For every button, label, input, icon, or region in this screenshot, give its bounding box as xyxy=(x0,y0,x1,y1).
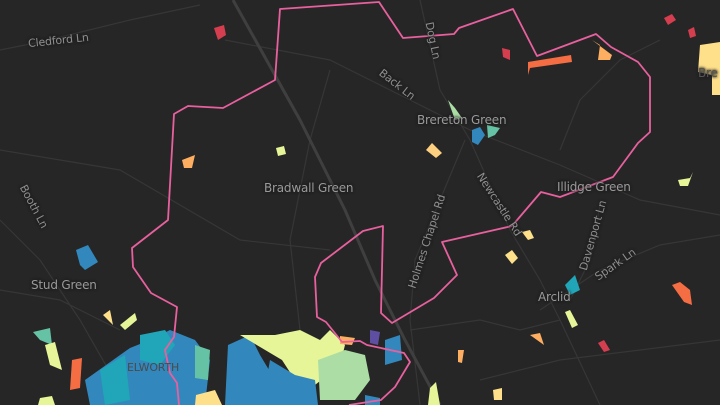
label-elworth: ELWORTH xyxy=(127,361,180,374)
road-holmes-chapel-rd xyxy=(409,139,466,405)
parcel xyxy=(103,310,113,325)
road-cledford-ln xyxy=(0,4,201,51)
parcel xyxy=(318,350,370,400)
parcel xyxy=(448,100,462,120)
parcel xyxy=(522,230,534,240)
road-minor xyxy=(479,339,720,381)
railway-line xyxy=(231,0,442,405)
parcel xyxy=(100,355,130,405)
parcel xyxy=(592,40,612,60)
parcel xyxy=(214,25,226,40)
road-booth-ln xyxy=(0,219,121,391)
label-brereton-partial: Bre xyxy=(698,66,718,80)
road-back-ln xyxy=(224,39,720,216)
parcel xyxy=(262,360,318,405)
parcel xyxy=(528,55,572,75)
label-arclid: Arclid xyxy=(538,290,571,304)
parcel xyxy=(45,342,62,370)
parcel xyxy=(530,333,544,345)
parcel xyxy=(472,127,485,145)
road-minor xyxy=(0,149,331,251)
parcel xyxy=(428,382,440,405)
label-bradwall-green: Bradwall Green xyxy=(264,181,354,195)
parcel xyxy=(698,42,720,95)
parcel xyxy=(458,350,464,363)
label-brereton-green: Brereton Green xyxy=(417,113,507,127)
road-stud-green xyxy=(0,289,121,331)
parcel xyxy=(565,275,580,295)
parcel xyxy=(688,27,696,38)
coloured-parcels xyxy=(33,14,720,405)
parcel xyxy=(340,336,355,345)
parcel xyxy=(182,155,195,168)
parcel xyxy=(426,143,442,158)
parcel xyxy=(120,313,137,330)
parcel xyxy=(33,328,52,345)
parcel xyxy=(487,125,500,138)
parcel xyxy=(664,14,676,25)
parcel xyxy=(493,388,502,400)
area-boundary xyxy=(131,1,651,405)
road-minor xyxy=(559,39,661,151)
road-minor xyxy=(289,69,331,331)
parcel xyxy=(276,146,286,156)
parcel xyxy=(195,345,210,380)
parcel xyxy=(598,340,610,352)
parcel xyxy=(38,396,55,405)
parcel xyxy=(76,245,98,270)
parcel xyxy=(678,172,693,186)
parcel xyxy=(672,282,692,305)
parcel xyxy=(70,358,82,390)
road-minor xyxy=(409,319,561,331)
parcel xyxy=(505,250,518,264)
road-newcastle-rd xyxy=(419,0,601,405)
parcel xyxy=(502,48,510,60)
label-stud-green: Stud Green xyxy=(31,278,97,292)
parcel xyxy=(565,310,578,328)
parcel xyxy=(195,390,222,405)
parcel xyxy=(225,335,272,405)
parcel xyxy=(370,330,380,345)
label-illidge-green: Illidge Green xyxy=(557,180,631,194)
